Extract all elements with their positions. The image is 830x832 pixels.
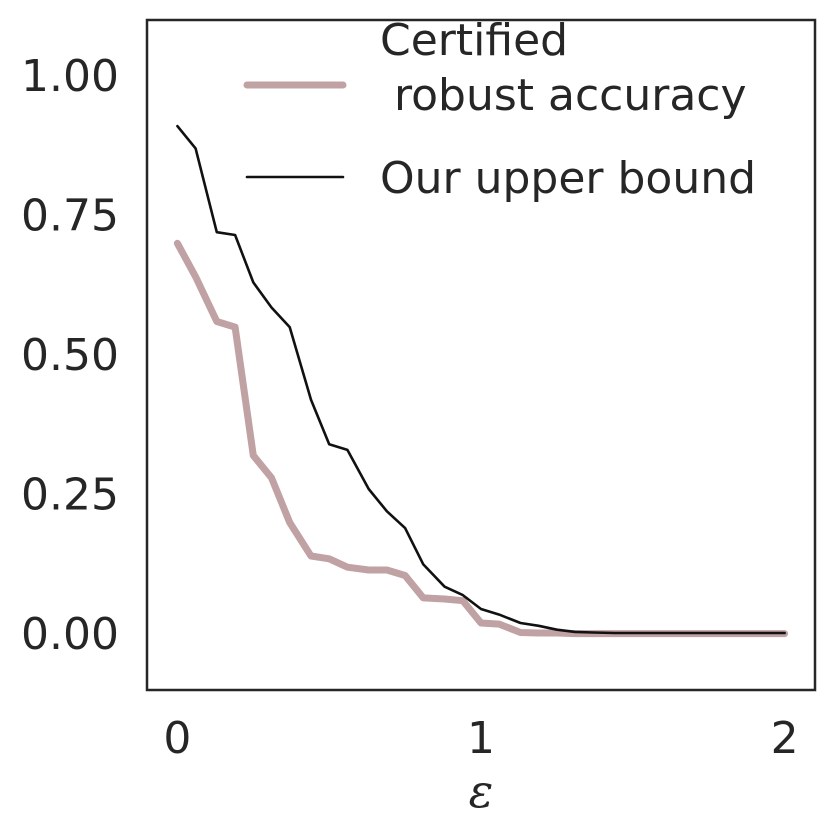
x-axis-ticks: 0 1 2 <box>163 713 798 764</box>
legend-label-0: Certified robust accuracy <box>380 15 747 121</box>
y-axis-ticks: 0.00 0.25 0.50 0.75 1.00 <box>21 51 119 660</box>
x-tick-label: 0 <box>163 713 191 764</box>
x-tick-label: 2 <box>771 713 799 764</box>
x-axis-label: ε <box>469 764 494 818</box>
y-tick-label: 0.00 <box>21 609 119 660</box>
legend: Certified robust accuracy Our upper bound <box>243 15 756 204</box>
y-tick-label: 0.25 <box>21 470 119 521</box>
series-line-1 <box>176 124 786 635</box>
series-lines <box>173 124 789 638</box>
y-tick-label: 0.50 <box>21 330 119 381</box>
y-tick-label: 0.75 <box>21 190 119 241</box>
legend-label-1: Our upper bound <box>380 153 756 204</box>
x-tick-label: 1 <box>467 713 495 764</box>
plot-frame <box>145 18 817 692</box>
y-tick-label: 1.00 <box>21 51 119 102</box>
